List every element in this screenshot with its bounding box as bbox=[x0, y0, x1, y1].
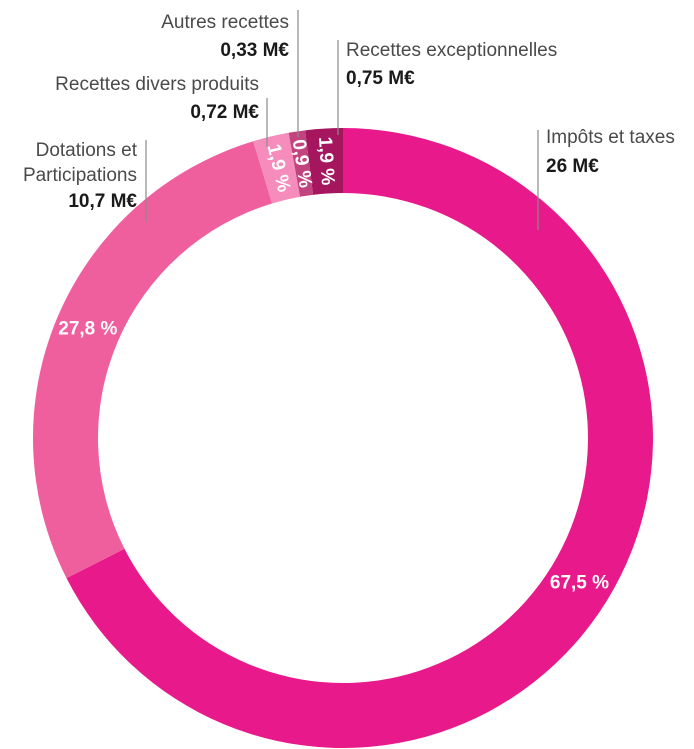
label-divers-name: Recettes divers produits bbox=[55, 74, 259, 95]
label-exceptionnelles-value: 0,75 M€ bbox=[346, 68, 415, 89]
label-divers-value: 0,72 M€ bbox=[190, 102, 259, 123]
label-autres-value: 0,33 M€ bbox=[220, 40, 289, 61]
slice-autres bbox=[288, 130, 314, 197]
percent-label-dotations: 27,8 % bbox=[58, 318, 117, 339]
percent-label-exceptionnelles: 1,9 % bbox=[314, 136, 338, 186]
slice-dotations bbox=[33, 141, 273, 579]
slice-exceptionnelles bbox=[305, 128, 343, 195]
label-autres-name: Autres recettes bbox=[161, 12, 289, 33]
label-impots-value: 26 M€ bbox=[546, 156, 599, 177]
donut-slices bbox=[33, 128, 653, 748]
slice-divers bbox=[253, 132, 301, 204]
label-dotations-value: 10,7 M€ bbox=[68, 191, 137, 212]
label-dotations-name-line2: Participations bbox=[23, 165, 137, 186]
label-impots-name: Impôts et taxes bbox=[546, 127, 675, 148]
percent-label-impots: 67,5 % bbox=[550, 573, 609, 594]
label-dotations-name-line1: Dotations et bbox=[36, 140, 138, 161]
label-exceptionnelles-name: Recettes exceptionnelles bbox=[346, 40, 557, 61]
